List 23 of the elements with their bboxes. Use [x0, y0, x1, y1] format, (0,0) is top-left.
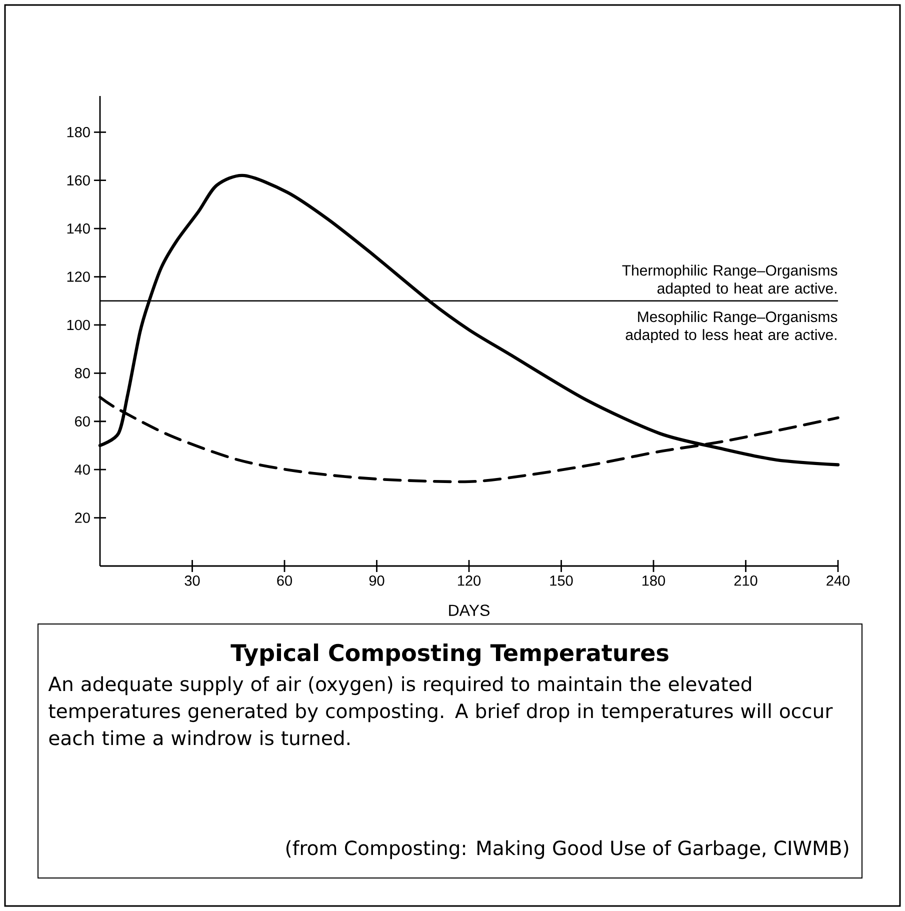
text: (from Composting: Making Good Use of Garbage, CIWMB)	[286, 840, 848, 860]
y-tick-label: 120	[67, 272, 90, 282]
annotation: Thermophilic Range–Organisms adapted to heat are active.	[622, 264, 838, 297]
x-tick-label: 60	[277, 576, 292, 586]
x-tick-label: 240	[826, 576, 850, 586]
x-axis-title: DAYS	[449, 604, 490, 616]
text: Typical Composting Temperatures	[230, 644, 668, 666]
x-tick-label: 120	[458, 576, 481, 586]
x-tick-label: 90	[369, 576, 384, 586]
y-tick-label: 60	[75, 416, 90, 427]
y-tick-label: 100	[67, 320, 90, 330]
x-tick-label: 210	[734, 576, 758, 586]
x-tick-label: 30	[184, 576, 200, 586]
y-tick-label: 40	[74, 464, 90, 475]
y-tick-label: 160	[67, 175, 90, 186]
y-tick-label: 140	[67, 223, 90, 234]
x-tick-label: 150	[550, 576, 573, 586]
x-tick-label: 180	[642, 576, 666, 586]
text: An adequate supply of air (oxygen) is required to maintain the elevated temperatures generated by composting. A brief drop in temperatures will occur each time a windrow is turned.	[48, 676, 833, 746]
y-tick-label: 20	[75, 512, 90, 523]
y-tick-label: 80	[74, 368, 90, 378]
annotation: Mesophilic Range–Organisms adapted to less heat are active.	[626, 311, 838, 344]
y-tick-label: 180	[67, 127, 90, 138]
